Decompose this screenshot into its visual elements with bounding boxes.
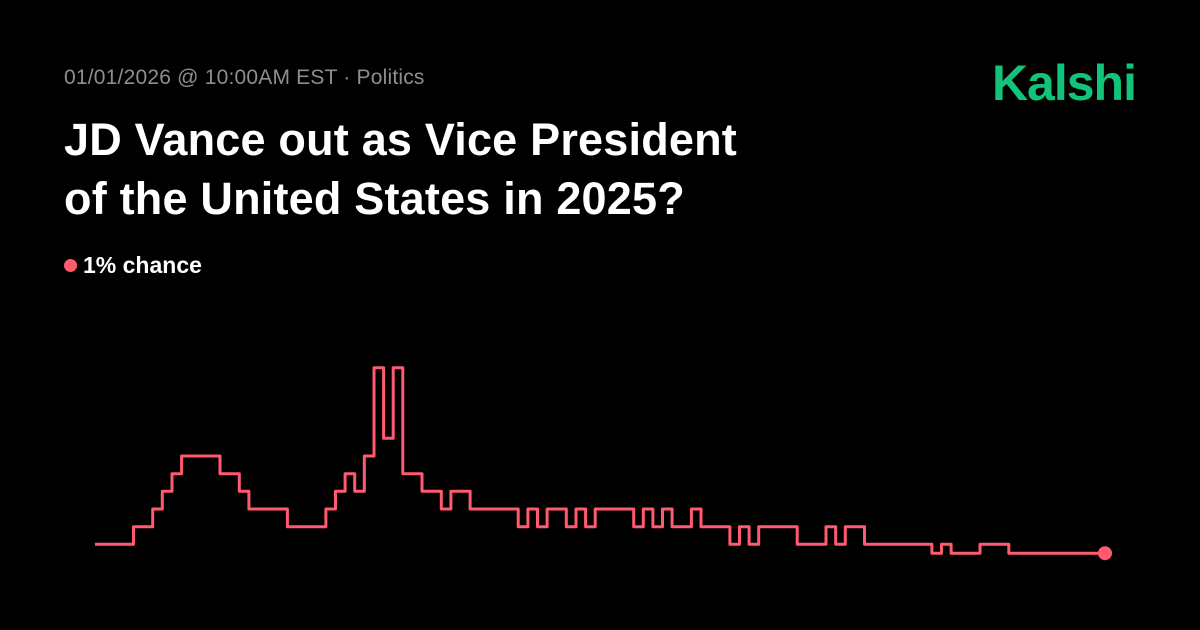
kalshi-logo: Kalshi (991, 55, 1137, 111)
market-category: Politics (356, 66, 425, 89)
chance-label: 1% chance (83, 252, 202, 278)
market-title-line-2: of the United States in 2025? (64, 173, 685, 224)
meta-separator: · (337, 66, 357, 89)
market-timestamp: 01/01/2026 @ 10:00AM EST (64, 66, 338, 89)
chance-indicator: 1% chance (64, 252, 202, 279)
probability-line (95, 366, 1105, 555)
chance-dot-icon (64, 259, 77, 272)
latest-point-marker (1098, 546, 1112, 561)
probability-chart (95, 366, 1112, 561)
market-title: JD Vance out as Vice President of the Un… (64, 110, 964, 228)
market-title-line-1: JD Vance out as Vice President (64, 114, 737, 165)
market-meta: 01/01/2026 @ 10:00AM EST · Politics (64, 66, 425, 90)
